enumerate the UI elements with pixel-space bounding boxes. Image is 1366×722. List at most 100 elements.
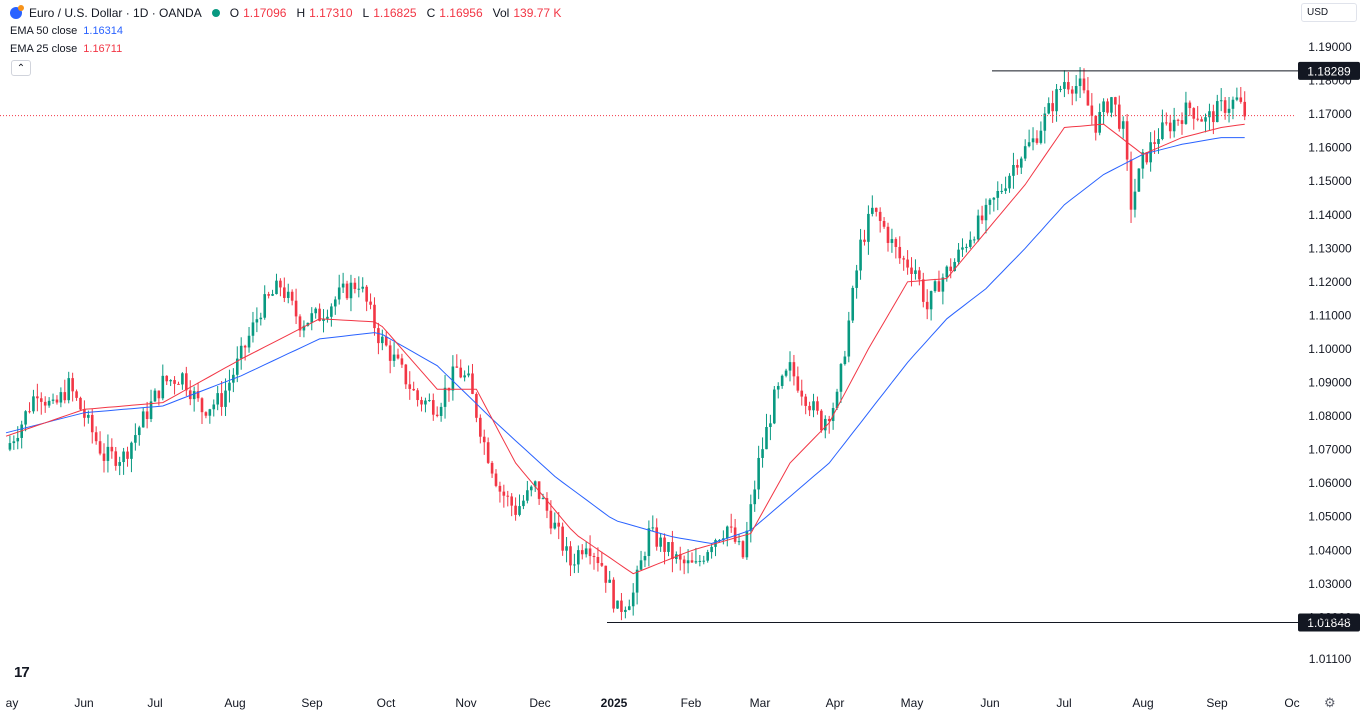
candle-body [765, 427, 768, 450]
currency-selector[interactable]: USD [1301, 3, 1357, 22]
candle-body [1235, 97, 1239, 100]
candle-body [741, 541, 745, 558]
symbol-title[interactable]: Euro / U.S. Dollar · 1D · OANDA [29, 6, 202, 20]
candle-body [906, 259, 909, 268]
candle-body [341, 283, 345, 288]
candle-body [784, 370, 788, 376]
candle-body [729, 526, 733, 528]
candle-body [761, 449, 764, 458]
candle-body [130, 442, 133, 459]
candle-body [561, 526, 564, 551]
candle-body [851, 287, 855, 321]
candle-body [373, 304, 376, 329]
price-tick-label: 1.02000 [1308, 610, 1352, 624]
candle-body [690, 560, 694, 563]
candle-body [1027, 142, 1031, 147]
candle-body [835, 391, 839, 409]
candle-body [345, 283, 349, 299]
candle-body [498, 485, 502, 492]
candle-body [643, 556, 647, 561]
candle-body [1184, 102, 1188, 124]
candle-body [439, 406, 443, 416]
candle-body [1106, 101, 1109, 113]
chart-legend: Euro / U.S. Dollar · 1D · OANDA O 1.17096… [10, 4, 561, 58]
candle-body [529, 486, 533, 491]
candle-body [255, 319, 259, 323]
candle-body [318, 308, 321, 321]
candle-body [1110, 97, 1113, 113]
candle-body [749, 504, 753, 531]
candle-body [463, 375, 466, 378]
candle-body [1212, 111, 1215, 123]
candle-body [863, 239, 866, 242]
candle-body [918, 270, 921, 280]
ohlc-close-label: C [426, 6, 436, 20]
candle-body [208, 409, 212, 416]
candle-body [330, 306, 333, 317]
candle-body [843, 356, 847, 365]
candle-body [412, 388, 415, 391]
candle-body [486, 442, 490, 463]
candle-body [1039, 130, 1043, 143]
candle-body [467, 373, 470, 376]
price-tick-label: 1.14000 [1308, 208, 1352, 222]
candle-body [369, 301, 372, 305]
candle-body [533, 481, 537, 487]
ohlc-high-value: 1.17310 [309, 6, 353, 20]
time-axis[interactable]: ay Jun Jul Aug Sep Oct Nov Dec 2025 Feb Mar Apr May J… [6, 696, 1300, 710]
candle-body [24, 411, 27, 425]
candle-body [141, 411, 145, 428]
candle-body [808, 405, 811, 411]
candle-body [1196, 118, 1199, 120]
candle-body [32, 396, 35, 412]
time-tick-label: Dec [529, 696, 550, 710]
candle-body [365, 286, 368, 302]
candle-body [565, 546, 568, 551]
candle-body [631, 592, 635, 607]
ohlc-high-label: H [296, 6, 306, 20]
candle-body [984, 204, 988, 221]
candle-body [961, 247, 964, 250]
candle-body [871, 207, 874, 214]
candle-body [580, 550, 584, 555]
candle-body [361, 286, 365, 289]
time-tick-label: Mar [750, 696, 771, 710]
candle-body [659, 537, 662, 547]
candle-body [1223, 100, 1227, 113]
candle-body [545, 498, 549, 511]
candle-body [396, 354, 400, 359]
candle-body [796, 376, 800, 391]
candle-body [541, 498, 545, 500]
time-tick-label: Nov [455, 696, 476, 710]
time-tick-label: ay [6, 696, 19, 710]
candle-body [898, 246, 902, 259]
candle-body [616, 600, 619, 609]
candle-body [216, 393, 219, 405]
ema25-legend[interactable]: EMA 25 close 1.16711 [10, 40, 561, 58]
price-axis[interactable]: 1.19000 1.18000 1.17000 1.16000 1.15000 1.140… [1308, 40, 1352, 666]
candle-body [569, 546, 572, 566]
candle-body [110, 446, 114, 452]
candle-body [584, 548, 588, 555]
gear-icon[interactable]: ⚙ [1324, 695, 1336, 710]
collapse-legend-button[interactable]: ⌃ [11, 60, 31, 76]
candle-body [874, 207, 878, 212]
market-status-icon [211, 9, 220, 17]
symbol-row[interactable]: Euro / U.S. Dollar · 1D · OANDA O 1.17096… [10, 4, 561, 22]
ema50-legend[interactable]: EMA 50 close 1.16314 [10, 22, 561, 40]
candle-body [996, 191, 1000, 198]
tradingview-logo[interactable]: 17 [14, 664, 30, 681]
candle-body [671, 542, 674, 560]
price-tick-label: 1.11000 [1309, 308, 1352, 322]
price-tick-label: 1.12000 [1308, 275, 1352, 289]
candle-body [337, 287, 341, 300]
price-tick-label: 1.03000 [1308, 577, 1352, 591]
candle-body [283, 287, 286, 298]
candle-body [737, 541, 741, 543]
candle-body [181, 373, 184, 385]
candle-body [1019, 158, 1023, 168]
candle-body [1023, 146, 1027, 159]
candle-body [243, 345, 247, 348]
candle-body [592, 556, 596, 558]
